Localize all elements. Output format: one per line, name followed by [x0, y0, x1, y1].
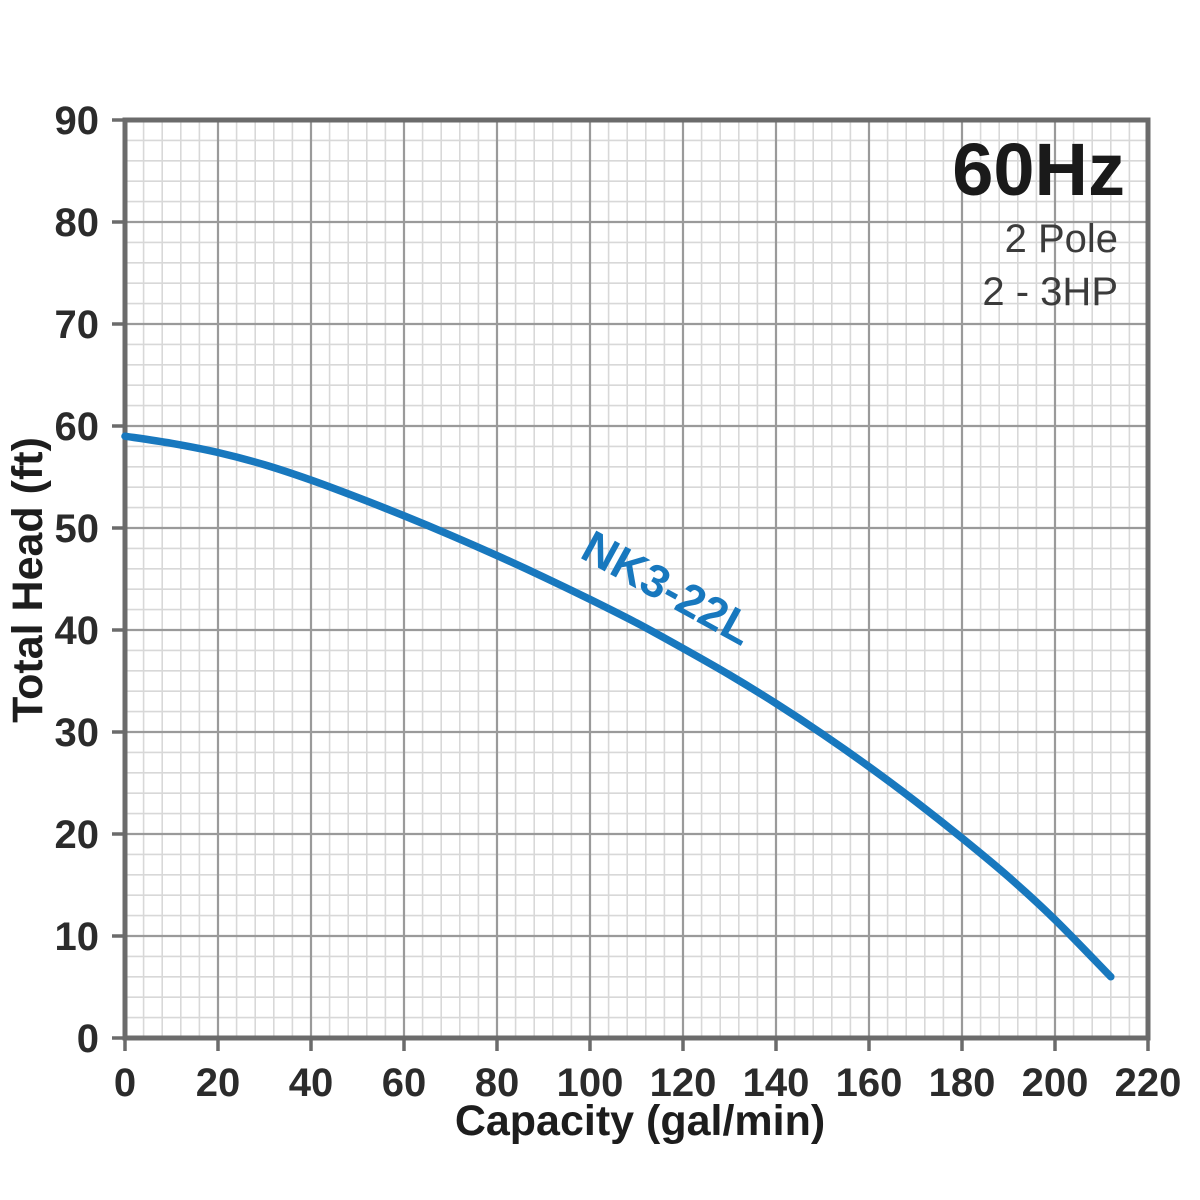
y-tick-label: 40	[55, 609, 100, 653]
y-tick-label: 10	[55, 915, 100, 959]
y-axis-tick-labels: 0 10 20 30 40 50 60 70 80 90	[55, 99, 100, 1061]
performance-curve-group	[121, 432, 1115, 981]
x-tick-label: 60	[382, 1061, 427, 1105]
y-tick-label: 30	[55, 711, 100, 755]
y-tick-label: 20	[55, 813, 100, 857]
x-axis-title: Capacity (gal/min)	[455, 1097, 825, 1145]
x-tick-label: 160	[836, 1061, 903, 1105]
plot-frame	[122, 117, 1151, 1041]
y-tick-label: 90	[55, 99, 100, 143]
axis-tick-marks	[112, 118, 1150, 1051]
y-tick-label: 70	[55, 303, 100, 347]
x-tick-label: 100	[557, 1061, 624, 1105]
x-tick-label: 80	[475, 1061, 520, 1105]
curve-label-nk3-22l: NK3-22L	[574, 520, 763, 655]
x-tick-label: 120	[650, 1061, 717, 1105]
x-tick-label: 200	[1022, 1061, 1089, 1105]
annotation-poles: 2 Pole	[1005, 217, 1118, 261]
y-tick-label: 80	[55, 201, 100, 245]
annotation-frequency: 60Hz	[952, 128, 1125, 211]
performance-curve	[121, 432, 1115, 981]
x-tick-label: 180	[929, 1061, 996, 1105]
x-tick-label: 40	[289, 1061, 334, 1105]
x-axis-tick-labels: 0 20 40 60 80 100 120 140 160 180 200 220	[114, 1061, 1182, 1105]
y-axis-title: Total Head (ft)	[4, 437, 52, 723]
annotation-power: 2 - 3HP	[982, 270, 1118, 314]
y-tick-label: 50	[55, 507, 100, 551]
x-tick-label: 140	[743, 1061, 810, 1105]
x-tick-label: 220	[1115, 1061, 1182, 1105]
x-tick-label: 0	[114, 1061, 136, 1105]
x-tick-label: 20	[196, 1061, 241, 1105]
y-tick-label: 60	[55, 405, 100, 449]
y-tick-label: 0	[77, 1017, 99, 1061]
